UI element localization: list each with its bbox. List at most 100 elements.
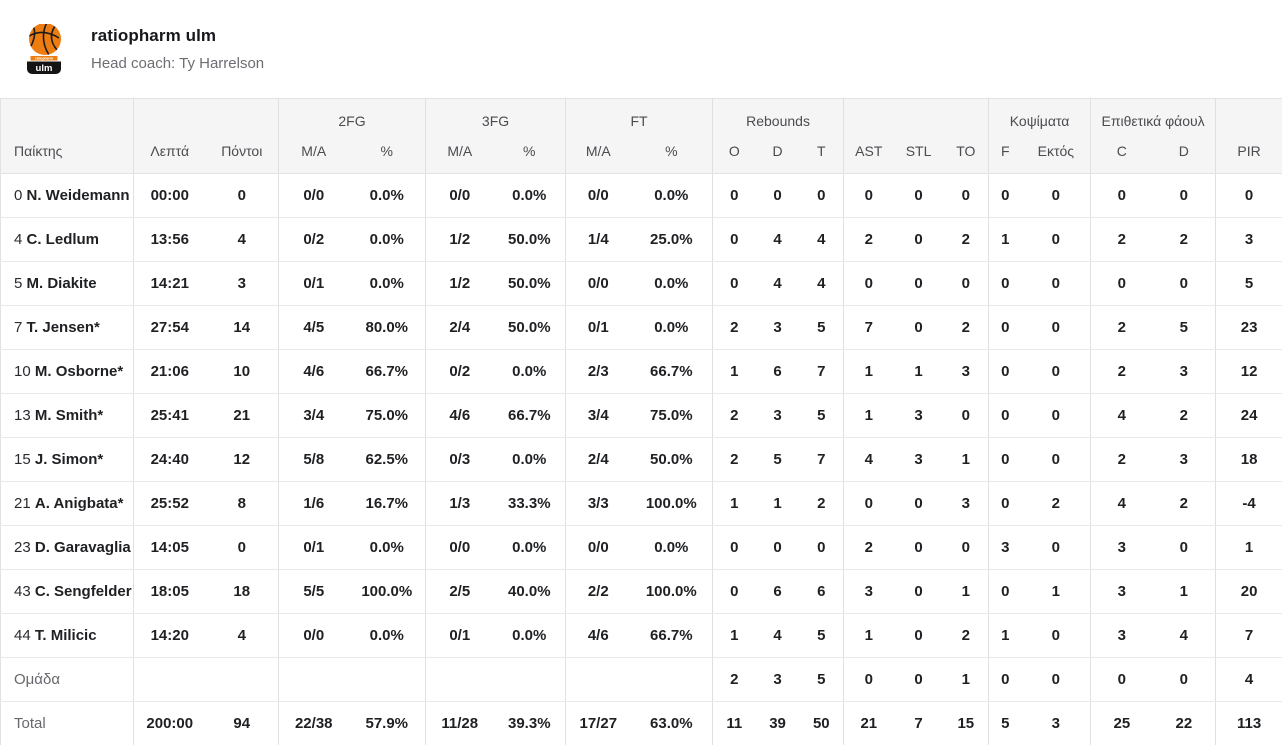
player-name: M. Smith*	[34, 407, 104, 424]
stat-cell	[205, 657, 279, 702]
stat-cell: 100.0%	[630, 569, 713, 614]
stat-cell: 0.0%	[348, 173, 426, 218]
stat-cell: 0	[712, 569, 756, 614]
stat-cell: 4/6	[425, 393, 494, 438]
stat-cell: 66.7%	[348, 349, 426, 394]
stat-cell: 7	[1215, 613, 1282, 658]
col-points: Πόντοι	[205, 134, 279, 174]
stat-cell: 8	[205, 481, 279, 526]
stats-table-body: 0 N. Weidemann 00:00 0 0/0 0.0% 0/0 0.0% 0/0 0.0…	[0, 173, 1282, 745]
stat-cell: 1	[943, 569, 989, 614]
col-ft-pct: %	[630, 134, 713, 174]
stat-cell: 0	[1090, 173, 1153, 218]
stat-cell: 1	[893, 349, 944, 394]
stat-cell: 10	[205, 349, 279, 394]
stat-cell: 11	[712, 701, 756, 745]
stat-cell: 1/3	[425, 481, 494, 526]
player-row: 23 D. Garavaglia 14:05 0 0/1 0.0% 0/0 0.0% 0/0 0…	[0, 525, 1282, 570]
stat-cell: 1	[1021, 569, 1091, 614]
stat-cell: 2/5	[425, 569, 494, 614]
team-name: ratiopharm ulm	[91, 26, 217, 45]
stat-cell: 0.0%	[630, 261, 713, 306]
stat-cell: 2/4	[425, 305, 494, 350]
stat-cell: 1	[943, 657, 989, 702]
stat-cell	[278, 657, 349, 702]
stat-cell: 0	[893, 525, 944, 570]
col-reb-t: T	[799, 134, 844, 174]
stat-cell: 4/5	[278, 305, 349, 350]
group-ft-label: FT	[565, 98, 713, 135]
stat-cell: 0	[205, 173, 279, 218]
player-name-cell: 5 M. Diakite	[0, 261, 134, 306]
stat-cell: 4/6	[565, 613, 631, 658]
stat-cell: 0	[1021, 437, 1091, 482]
stat-cell: 21	[843, 701, 894, 745]
player-name-cell: 10 M. Osborne*	[0, 349, 134, 394]
stat-cell: 18:05	[133, 569, 206, 614]
stat-cell: 17/27	[565, 701, 631, 745]
stat-cell: 12	[1215, 349, 1282, 394]
stat-cell: 25.0%	[630, 217, 713, 262]
player-name-cell: 0 N. Weidemann	[0, 173, 134, 218]
stat-cell: 3	[988, 525, 1022, 570]
stat-cell: 0	[988, 173, 1022, 218]
stat-cell: 6	[755, 349, 800, 394]
stat-cell: 100.0%	[348, 569, 426, 614]
stat-cell: 4	[1090, 481, 1153, 526]
stat-cell: 39	[755, 701, 800, 745]
stat-cell: 27:54	[133, 305, 206, 350]
stat-cell: 3	[1021, 701, 1091, 745]
stat-cell: 3	[1090, 569, 1153, 614]
stat-cell: 0	[712, 173, 756, 218]
stat-cell: 16.7%	[348, 481, 426, 526]
stat-cell: 4	[1090, 393, 1153, 438]
player-name-cell: 44 T. Milicic	[0, 613, 134, 658]
stat-cell: 113	[1215, 701, 1282, 745]
stat-cell: 0	[893, 613, 944, 658]
stat-cell: 20	[1215, 569, 1282, 614]
stat-cell	[348, 657, 426, 702]
player-row: 13 M. Smith* 25:41 21 3/4 75.0% 4/6 66.7% 3/4 75…	[0, 393, 1282, 438]
stat-cell: 15	[943, 701, 989, 745]
stat-cell: 4	[205, 613, 279, 658]
stat-cell: 0	[893, 481, 944, 526]
jersey-number: 15	[14, 451, 35, 468]
stat-cell: 2/4	[565, 437, 631, 482]
team-header: ratiopharm ulm ratiopharm ulm Head coach…	[0, 0, 1282, 98]
col-reb-o: O	[712, 134, 756, 174]
stat-cell	[133, 657, 206, 702]
stat-cell: 0/1	[278, 261, 349, 306]
stat-cell: 1	[988, 613, 1022, 658]
stat-cell: 0	[843, 657, 894, 702]
player-name: N. Weidemann	[26, 187, 130, 204]
stat-cell: 3	[1090, 613, 1153, 658]
stat-cell: 5	[799, 393, 844, 438]
col-fouls-d: D	[1152, 134, 1216, 174]
stat-cell: 3	[755, 657, 800, 702]
stat-cell: 100.0%	[630, 481, 713, 526]
row-label: Ομάδα	[14, 671, 61, 688]
stat-cell: 0	[988, 305, 1022, 350]
stat-cell: 5	[799, 305, 844, 350]
stat-cell: 0/0	[565, 173, 631, 218]
stat-cell: 5	[799, 613, 844, 658]
stat-cell: 00:00	[133, 173, 206, 218]
stat-cell: 0	[988, 393, 1022, 438]
stat-cell: 0	[1215, 173, 1282, 218]
stat-cell: 1	[755, 481, 800, 526]
logo-bottom-text: ulm	[36, 63, 53, 74]
stat-cell: 75.0%	[348, 393, 426, 438]
stat-cell: 0	[1021, 525, 1091, 570]
stat-cell: 5/8	[278, 437, 349, 482]
stat-cell: 11/28	[425, 701, 494, 745]
stat-cell: 75.0%	[630, 393, 713, 438]
stat-cell: 21:06	[133, 349, 206, 394]
jersey-number: 10	[14, 363, 35, 380]
group-spacer	[1, 99, 134, 135]
stat-cell: 5/5	[278, 569, 349, 614]
head-coach-label: Head coach: Ty Harrelson	[91, 55, 265, 72]
player-name-cell: 4 C. Ledlum	[0, 217, 134, 262]
stat-cell: 1/2	[425, 217, 494, 262]
stat-cell: 4	[755, 217, 800, 262]
stat-cell: 0.0%	[630, 173, 713, 218]
